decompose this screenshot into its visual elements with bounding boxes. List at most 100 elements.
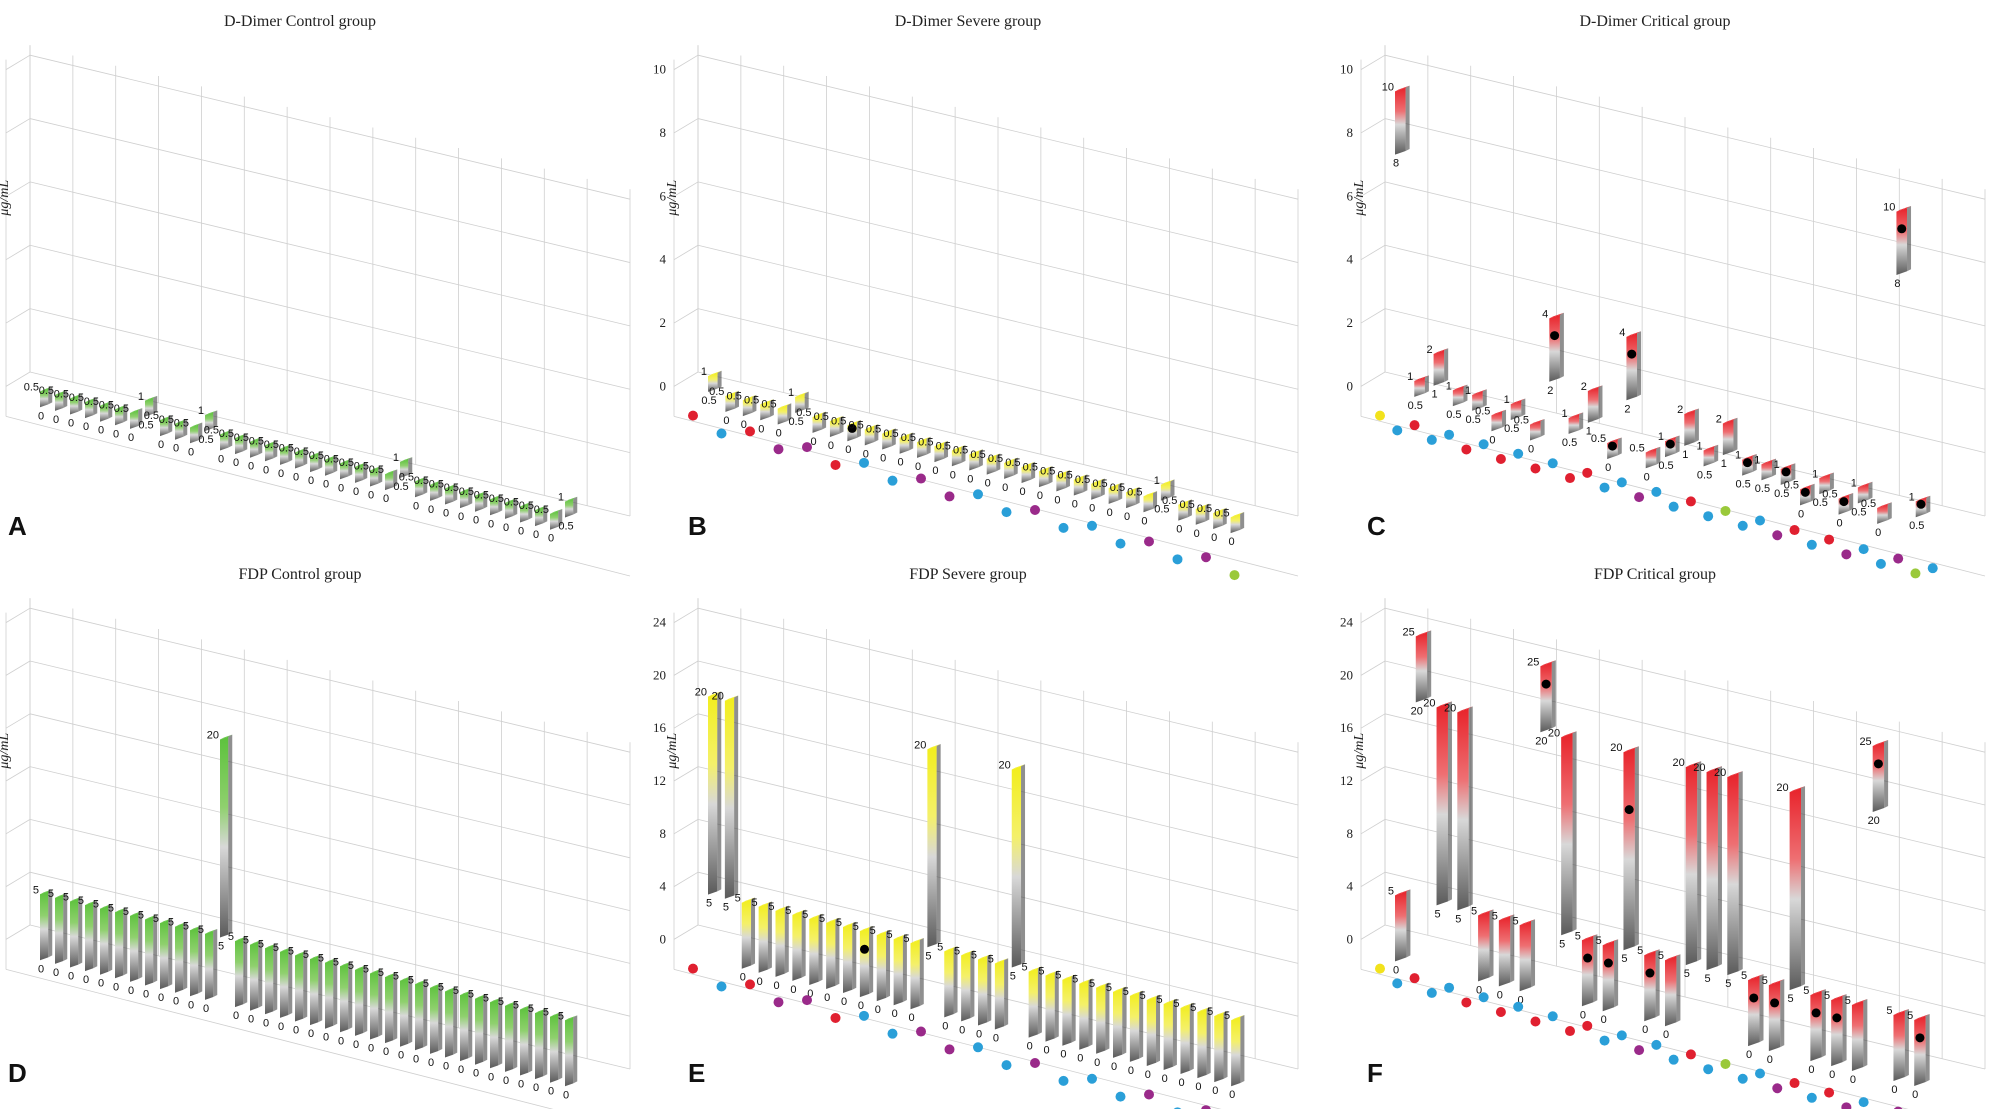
bar-high-label: 0.5 [883,428,898,440]
bar-side [333,957,338,1026]
bar-low-label: 0 [488,518,494,530]
bar-marker [1839,497,1849,507]
y-axis-label: μg/mL [665,180,680,217]
grid-line-depth [5,660,31,676]
y-tick-label: 8 [660,826,667,841]
bar-high-label: 0.5 [309,450,324,462]
bar-low-label: 2 [1547,385,1553,397]
bar-side [1223,1010,1228,1079]
bar-side [1829,472,1834,491]
bar-low-label: 0 [383,1046,389,1058]
bar [1568,414,1580,434]
bar-side [1031,461,1036,480]
category-dot-red [1461,444,1472,455]
bar-high-label: 5 [93,899,99,911]
bar-high-label: 0.5 [1822,489,1837,501]
category-dot-red [1582,1020,1593,1031]
bar-high-label: 4 [1542,308,1548,320]
bar-high-label: 5 [836,917,842,929]
bar [1472,391,1483,411]
bar-top [1197,1006,1211,1013]
bar-low-label: 0 [959,1024,965,1036]
bar-low-label: 0 [880,453,886,465]
floor-front-edge [5,416,631,577]
bar-high-label: 5 [988,953,994,965]
bar-low-label: 5 [1725,978,1731,990]
bar-side [1189,1002,1194,1071]
bar-side [1656,446,1661,465]
bar-high-label: 0.5 [761,399,776,411]
bar-high-label: 5 [819,913,825,925]
bar-high-label: 4 [1619,327,1625,339]
chart-title: FDP Control group [239,566,362,583]
bar-high-label: 0.5 [866,424,881,436]
category-dot-purple [916,473,926,484]
bar [1143,493,1154,513]
bar-high-label: 0.5 [459,486,474,498]
bar-high-label: 0.5 [39,385,54,397]
grid-line-depth [673,181,699,197]
bar-side [303,950,308,1019]
bar-top [400,457,413,463]
bar-top [535,1008,548,1014]
bar-low-label: 0 [740,972,746,984]
bar-top [85,397,98,403]
bar-low-label: 0 [1019,486,1025,498]
bar-high-label: 5 [1072,974,1078,986]
category-dot-red [1685,496,1696,507]
grid-line-depth [1360,244,1386,261]
bar-top [355,462,368,468]
bar-top [758,901,772,907]
bar-top [1742,454,1757,460]
bar-high-label: 0.5 [429,479,444,491]
bar [724,697,735,899]
bar [927,746,937,948]
bar [115,406,124,426]
bar-low-label: 5 [1434,908,1440,920]
bar-side [1406,889,1411,958]
bar-low-label: 0 [188,999,194,1011]
bar-side [902,933,907,1002]
bar-side [1926,495,1931,514]
bar [310,956,319,1026]
bar-low-label: 5 [218,940,224,952]
bar [265,442,274,462]
bar-high-label: 0.5 [519,500,534,512]
bar-side [408,457,413,475]
bar-high-label: 1 [1909,491,1915,503]
grid-line-depth [5,766,31,782]
bar [1021,463,1032,484]
bar-side [1170,479,1175,498]
bar-low-label: 0 [143,988,149,1000]
bar-high-label: 0.5 [1197,503,1212,515]
bar-side [1617,437,1622,456]
category-dot-red [688,963,698,974]
bar-low-label: 0 [1212,1085,1218,1097]
bar-side [1714,444,1719,463]
bar-side [787,403,792,422]
category-dot-red [745,979,755,990]
bar-top [961,950,975,956]
bar-side [1156,994,1161,1063]
bar-side [1424,375,1429,394]
category-dot-red [1685,1049,1696,1060]
bar-top [1395,889,1411,896]
bar-high-label: 0.5 [970,449,985,461]
bar-high-label: 2 [1426,344,1432,356]
bar-top [986,453,1001,459]
bar-low-label: 0 [898,457,904,469]
bar [1530,420,1541,441]
bar-high-label: 5 [1658,950,1664,962]
category-dot-red [830,459,841,470]
bar [1587,387,1599,423]
bar-top [1810,989,1826,996]
bar-side [123,907,128,976]
bar-top [1113,986,1127,992]
bar [1213,509,1223,529]
bar [994,960,1005,1030]
bar-side [1791,463,1796,482]
bar-low-label: 0 [1891,1084,1897,1096]
bar-top [1230,511,1245,518]
bar-high-label: 0.5 [159,414,174,426]
bar-marker [1897,224,1907,234]
